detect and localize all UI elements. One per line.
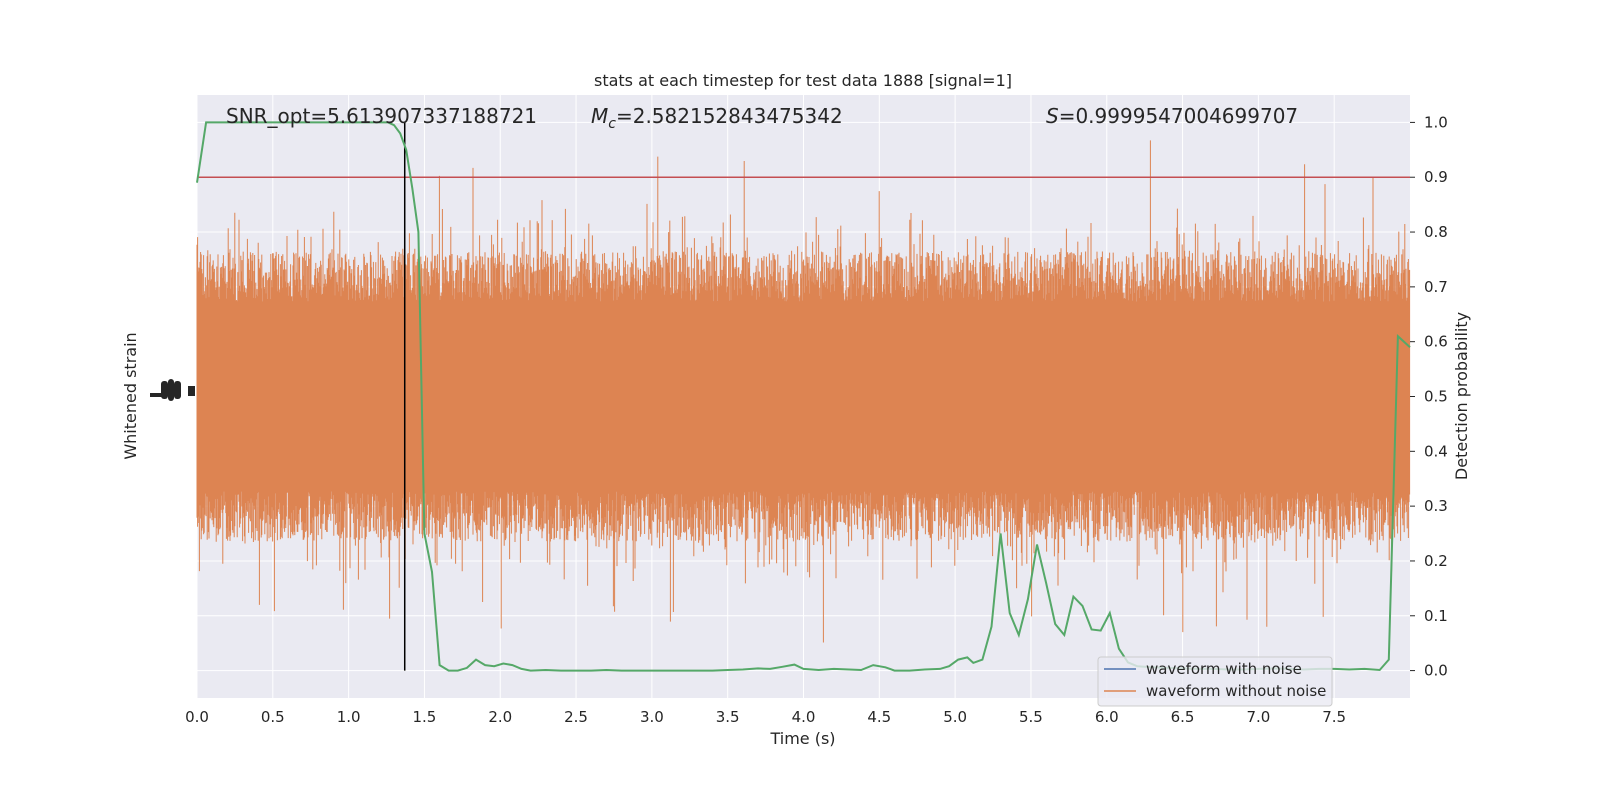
x-tick-label: 0.0 (185, 708, 209, 726)
x-axis-ticks: 0.0 0.5 1.0 1.5 2.0 2.5 3.0 3.5 4.0 4.5 5.0 5.5 6.0 6… (185, 708, 1346, 726)
x-tick-label: 3.5 (716, 708, 740, 726)
score-annotation: S=0.9999547004699707 (1046, 104, 1298, 128)
y-axis-label-left: Whitened strain (121, 332, 140, 459)
x-tick-label: 7.5 (1322, 708, 1346, 726)
x-axis-label: Time (s) (769, 729, 835, 748)
x-tick-label: 1.5 (413, 708, 437, 726)
x-tick-label: 5.5 (1019, 708, 1043, 726)
chirp-mass-annotation: Mc=2.582152843475342 (591, 104, 843, 132)
x-tick-label: 5.0 (943, 708, 967, 726)
waveform-without-noise-trace (196, 140, 1411, 643)
x-tick-label: 6.5 (1171, 708, 1195, 726)
y-tick-label: 0.6 (1424, 333, 1448, 351)
x-tick-label: 2.0 (488, 708, 512, 726)
legend-label-without-noise: waveform without noise (1146, 682, 1326, 700)
chart-title: stats at each timestep for test data 188… (594, 71, 1012, 90)
x-tick-label: 1.0 (337, 708, 361, 726)
y-axis-ticks-right: 0.0 0.1 0.2 0.3 0.4 0.5 0.6 0.7 0.8 0.9 1.0 (1410, 113, 1448, 680)
snr-annotation: SNR_opt=5.613907337188721 (226, 104, 537, 128)
y-tick-label: 0.7 (1424, 278, 1448, 296)
x-tick-label: 4.0 (792, 708, 816, 726)
x-tick-label: 7.0 (1246, 708, 1270, 726)
series-waveform-without-noise (196, 140, 1411, 643)
x-tick-label: 2.5 (564, 708, 588, 726)
x-tick-label: 4.5 (867, 708, 891, 726)
y-tick-label: 0.5 (1424, 388, 1448, 406)
y-tick-label: 0.9 (1424, 168, 1448, 186)
legend-label-with-noise: waveform with noise (1146, 660, 1302, 678)
x-tick-label: 3.0 (640, 708, 664, 726)
legend: waveform with noise waveform without noi… (1097, 656, 1333, 707)
y-tick-label: 0.4 (1424, 442, 1448, 460)
y-tick-label: 0.3 (1424, 497, 1448, 515)
y-tick-label: 1.0 (1424, 113, 1448, 131)
y-axis-ticks-left (150, 379, 195, 401)
y-axis-label-right: Detection probability (1452, 312, 1471, 480)
y-tick-label: 0.1 (1424, 607, 1448, 625)
y-tick-label: 0.8 (1424, 223, 1448, 241)
x-tick-label: 6.0 (1095, 708, 1119, 726)
x-tick-label: 0.5 (261, 708, 285, 726)
y-tick-label: 0.0 (1424, 662, 1448, 680)
y-tick-label: 0.2 (1424, 552, 1448, 570)
